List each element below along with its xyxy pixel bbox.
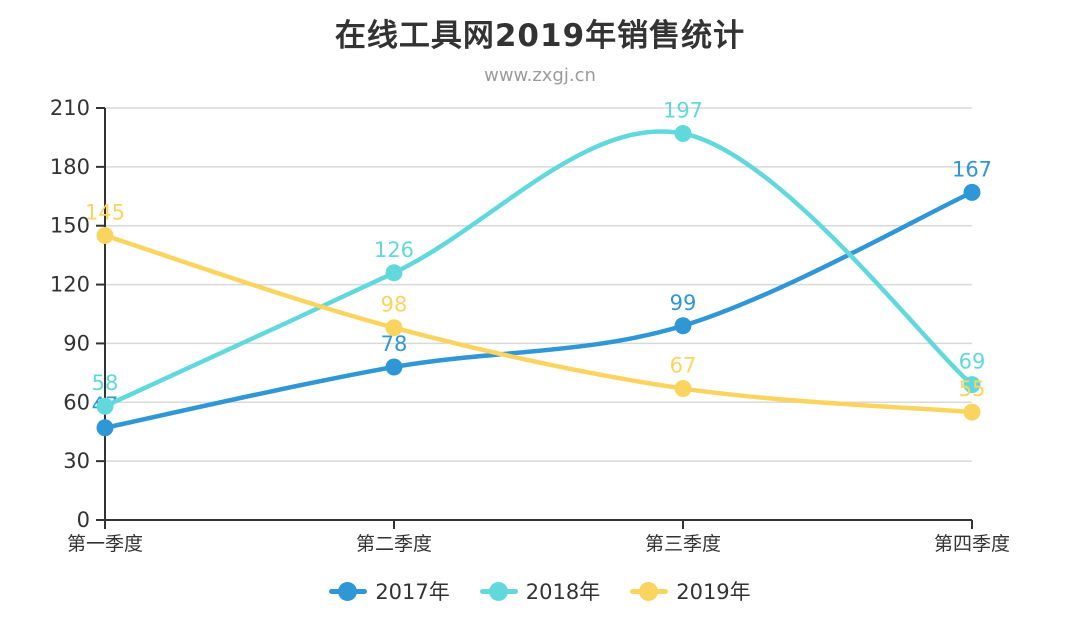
value-label: 67 bbox=[670, 354, 697, 378]
y-axis: 0 30 60 90 120 150 180 210 bbox=[50, 96, 106, 532]
legend-marker-icon bbox=[479, 581, 518, 601]
y-axis-label: 30 bbox=[63, 449, 90, 473]
legend-label: 2019年 bbox=[676, 580, 751, 604]
legend-item-2017年[interactable]: 2017年 bbox=[329, 576, 450, 606]
y-axis-label: 210 bbox=[50, 96, 90, 120]
series-2017年: 477899167 bbox=[92, 157, 992, 437]
value-label: 55 bbox=[959, 377, 986, 401]
legend-dot-icon bbox=[639, 581, 659, 601]
y-axis-label: 90 bbox=[63, 331, 90, 355]
data-point[interactable] bbox=[96, 397, 114, 415]
value-label: 98 bbox=[381, 293, 408, 317]
chart-subtitle: www.zxgj.cn bbox=[484, 65, 596, 86]
data-point[interactable] bbox=[963, 403, 981, 421]
x-axis: 第一季度 第二季度 第三季度 第四季度 bbox=[67, 519, 1010, 555]
value-label: 69 bbox=[959, 350, 986, 374]
data-point[interactable] bbox=[385, 264, 403, 282]
data-point[interactable] bbox=[96, 227, 114, 245]
legend-dot-icon bbox=[338, 581, 358, 601]
x-axis-label: 第三季度 bbox=[645, 533, 721, 555]
data-point[interactable] bbox=[963, 376, 981, 394]
data-point[interactable] bbox=[96, 419, 114, 437]
value-label: 99 bbox=[670, 291, 697, 315]
series-line bbox=[102, 233, 975, 415]
series-2019年: 145 98 67 55 bbox=[85, 201, 985, 421]
chart-title: 在线工具网2019年销售统计 bbox=[334, 18, 746, 54]
data-point[interactable] bbox=[385, 358, 403, 376]
x-axis-label: 第二季度 bbox=[356, 533, 432, 555]
x-axis-label: 第四季度 bbox=[934, 533, 1010, 555]
series-line bbox=[102, 190, 975, 431]
legend-marker-icon bbox=[630, 581, 669, 601]
y-axis-label: 0 bbox=[77, 508, 90, 532]
y-axis-label: 120 bbox=[50, 273, 90, 297]
y-axis-label: 180 bbox=[50, 155, 90, 179]
data-point[interactable] bbox=[674, 380, 692, 398]
data-point[interactable] bbox=[963, 183, 981, 201]
data-point[interactable] bbox=[385, 319, 403, 337]
legend-marker-icon bbox=[329, 581, 368, 601]
legend-label: 2017年 bbox=[375, 580, 450, 604]
value-label: 58 bbox=[92, 371, 119, 395]
value-label: 145 bbox=[85, 201, 125, 225]
legend-label: 2018年 bbox=[525, 580, 601, 604]
data-point[interactable] bbox=[674, 317, 692, 335]
gridlines bbox=[105, 107, 972, 462]
value-label: 197 bbox=[663, 99, 703, 123]
legend-dot-icon bbox=[488, 581, 508, 601]
value-label: 126 bbox=[374, 238, 414, 262]
legend-item-2018年[interactable]: 2018年 bbox=[479, 576, 601, 606]
legend-item-2019年[interactable]: 2019年 bbox=[630, 576, 751, 606]
chart-legend: 2017年 2018年 2019年 bbox=[0, 576, 1080, 606]
chart-header: 在线工具网2019年销售统计 www.zxgj.cn bbox=[0, 10, 1080, 86]
series-line bbox=[102, 129, 975, 409]
x-axis-label: 第一季度 bbox=[67, 533, 143, 555]
series-2018年: 58 126 197 69 bbox=[92, 99, 986, 415]
y-axis-label: 150 bbox=[50, 214, 90, 238]
data-point[interactable] bbox=[674, 125, 692, 143]
y-axis-label: 60 bbox=[63, 390, 90, 414]
value-label: 167 bbox=[952, 157, 992, 181]
